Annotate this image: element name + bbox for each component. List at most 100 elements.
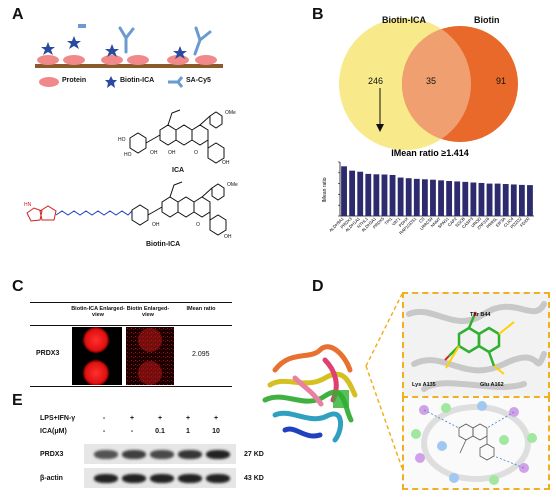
lps-lane-1: - bbox=[102, 415, 106, 422]
lps-label: LPS+IFN-γ bbox=[40, 415, 76, 422]
lps-lane-5: + bbox=[213, 415, 219, 422]
panel-d-letter: D bbox=[312, 278, 324, 295]
col-header-biotin: Biotin Enlarged-view bbox=[126, 306, 170, 318]
actin-band-2 bbox=[122, 474, 146, 483]
chart-bar bbox=[405, 178, 412, 216]
chart-bar bbox=[357, 171, 364, 216]
ligand-interaction-map bbox=[411, 401, 537, 485]
biotin-ica-spot-image bbox=[72, 327, 122, 385]
chart-title: IMean ratio ≥1.414 bbox=[391, 148, 468, 158]
svg-text:OMe: OMe bbox=[227, 182, 238, 188]
svg-text:HO: HO bbox=[118, 137, 126, 143]
residue-glu-a162: Glu A162 bbox=[480, 382, 504, 388]
chart-category-label: CAP2 bbox=[447, 216, 459, 228]
binding-site-render bbox=[406, 301, 547, 392]
chart-bar bbox=[486, 183, 493, 216]
venn-left-label: Biotin-ICA bbox=[382, 15, 426, 25]
panel-c-letter: C bbox=[12, 278, 24, 295]
chart-bar bbox=[502, 184, 509, 216]
lps-lane-4: + bbox=[185, 415, 191, 422]
venn-diagram bbox=[339, 18, 518, 150]
panel-e-letter: E bbox=[12, 392, 23, 409]
ica-structure: HO HO OH OMe OH O OH bbox=[118, 109, 236, 166]
blot-label-prdx3: PRDX3 bbox=[40, 451, 64, 458]
panel-b-letter: B bbox=[312, 6, 324, 23]
svg-text:OH: OH bbox=[222, 160, 230, 166]
prdx3-band-4 bbox=[178, 450, 202, 459]
lps-lane-2: + bbox=[129, 415, 135, 422]
venn-right-label: Biotin bbox=[474, 15, 500, 25]
ica-lane-2: - bbox=[130, 428, 134, 435]
svg-text:O: O bbox=[196, 222, 200, 228]
table-mid-rule bbox=[30, 325, 232, 326]
chart-bar bbox=[381, 174, 388, 216]
chart-bar bbox=[373, 174, 380, 216]
chart-category-label: PDHX bbox=[398, 216, 410, 228]
legend-sa-cy5: SA-Cy5 bbox=[186, 77, 211, 84]
actin-band-5 bbox=[206, 474, 230, 483]
actin-band-3 bbox=[150, 474, 174, 483]
chart-bar bbox=[527, 185, 533, 216]
panel-a-letter: A bbox=[12, 6, 24, 23]
venn-right-count: 91 bbox=[496, 76, 507, 86]
prdx3-band-3 bbox=[150, 450, 174, 459]
imean-ratio-value: 2.095 bbox=[192, 351, 210, 358]
actin-band-4 bbox=[178, 474, 202, 483]
lps-lane-3: + bbox=[157, 415, 163, 422]
biotin-spot-image bbox=[126, 327, 174, 385]
svg-text:HO: HO bbox=[124, 152, 132, 158]
row-label-prdx3: PRDX3 bbox=[36, 350, 60, 357]
beta-actin-size: 43 KD bbox=[244, 475, 264, 482]
beta-actin-blot bbox=[84, 468, 236, 488]
blot-label-beta-actin: β-actin bbox=[40, 475, 63, 482]
chart-bar bbox=[510, 184, 517, 216]
zoom-connectors bbox=[365, 293, 403, 469]
ica-lane-1: - bbox=[102, 428, 106, 435]
venn-overlap-count: 35 bbox=[426, 76, 437, 86]
chart-bar bbox=[397, 177, 404, 216]
col-header-imean-ratio: IMean ratio bbox=[186, 306, 216, 312]
chart-bar bbox=[430, 179, 436, 216]
chart-bar bbox=[389, 174, 396, 216]
chart-category-label: VAT1 bbox=[391, 216, 402, 227]
svg-text:OH: OH bbox=[152, 222, 160, 228]
residue-thr-b44: Thr B44 bbox=[470, 312, 491, 318]
prdx3-blot bbox=[84, 444, 236, 464]
chart-category-label: CS bbox=[418, 216, 426, 224]
sa-cy5-icon bbox=[168, 76, 184, 88]
svg-text:OH: OH bbox=[150, 150, 158, 156]
chart-category-label: EIF3A bbox=[495, 216, 507, 228]
protein-ribbon-structure bbox=[262, 344, 358, 443]
venn-left-count: 246 bbox=[368, 76, 384, 86]
chart-category-label: FDXR bbox=[519, 216, 531, 228]
svg-text:OH: OH bbox=[224, 234, 232, 240]
svg-text:HN: HN bbox=[24, 202, 32, 208]
ica-lane-4: 1 bbox=[186, 428, 190, 435]
table-bottom-rule bbox=[30, 386, 232, 387]
ica-dose-label: ICA(μM) bbox=[40, 428, 67, 435]
chart-bar bbox=[470, 182, 477, 216]
assay-schematic bbox=[35, 24, 223, 68]
chart-bar bbox=[446, 181, 453, 216]
ica-lane-5: 10 bbox=[212, 428, 220, 435]
chart-bar bbox=[341, 166, 347, 216]
imean-bar-chart: IMean ratio ≥1.414 IMean ratio ALDH9A1PR… bbox=[322, 148, 534, 236]
chart-category-label: TPI1 bbox=[383, 216, 393, 226]
legend-protein: Protein bbox=[62, 77, 87, 84]
protein-icon bbox=[39, 77, 59, 87]
actin-band-1 bbox=[94, 474, 118, 483]
chart-bar bbox=[421, 179, 428, 216]
prdx3-size: 27 KD bbox=[244, 451, 264, 458]
chart-ylabel: IMean ratio bbox=[322, 177, 328, 202]
chart-bar bbox=[478, 182, 485, 216]
residue-lys-a135: Lys A135 bbox=[412, 382, 436, 388]
chart-bar bbox=[494, 183, 501, 216]
chart-bar bbox=[462, 181, 469, 216]
table-top-rule bbox=[30, 302, 232, 303]
interaction-2d-diagram bbox=[402, 396, 550, 490]
chart-bar bbox=[365, 173, 372, 216]
col-header-biotin-ica: Biotin-ICA Enlarged-view bbox=[71, 306, 125, 318]
chart-bar bbox=[349, 170, 356, 216]
prdx3-band-5 bbox=[206, 450, 230, 459]
binding-site-3d-view: Thr B44 Lys A135 Glu A162 bbox=[402, 292, 550, 398]
